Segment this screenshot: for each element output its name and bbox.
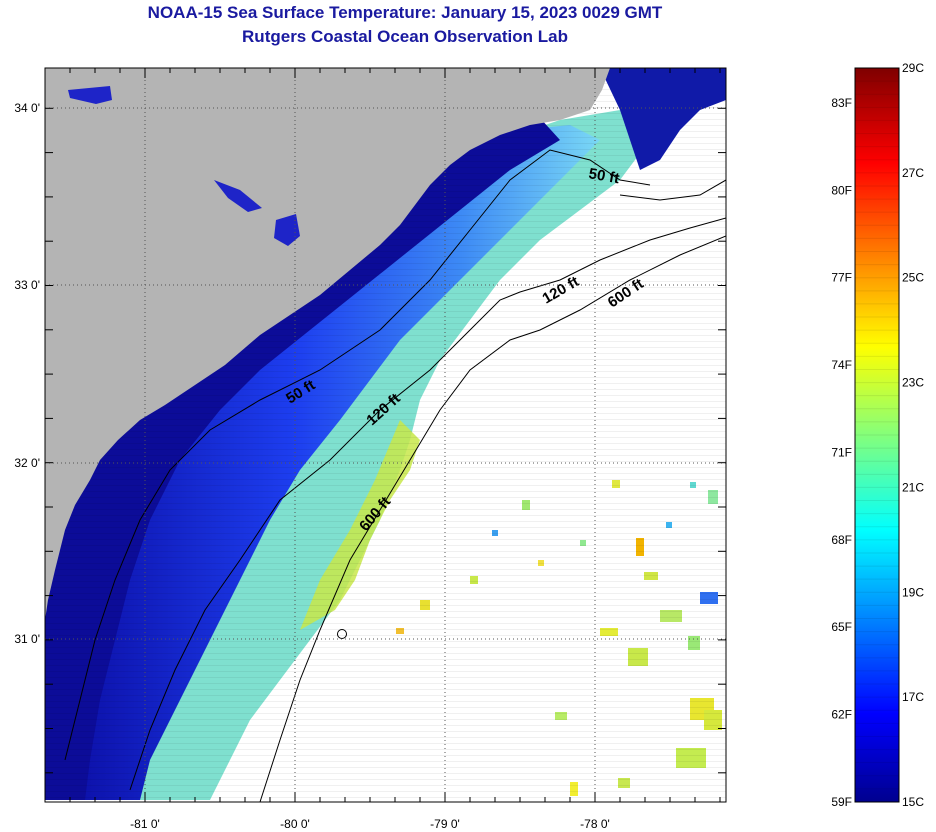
lat-label-31: 31 0' [14, 632, 40, 646]
colorbar-label-c: 15C [902, 795, 924, 809]
colorbar-label-f: 74F [831, 358, 852, 372]
isobath-contours [64, 149, 726, 802]
colorbar-label-f: 68F [831, 533, 852, 547]
axis-ticks [45, 68, 726, 802]
map-frame [44, 67, 727, 803]
lon-label-81: -81 0' [130, 817, 160, 831]
colorbar-label-c: 27C [902, 166, 924, 180]
lon-label-80: -80 0' [280, 817, 310, 831]
lon-label-79: -79 0' [430, 817, 460, 831]
colorbar-label-f: 65F [831, 620, 852, 634]
colorbar-label-f: 77F [831, 271, 852, 285]
colorbar-label-f: 71F [831, 445, 852, 459]
colorbar-label-c: 17C [902, 690, 924, 704]
map-plot-area: 50 ft 120 ft 600 ft 50 ft 120 ft 600 ft [45, 68, 726, 802]
lat-label-34: 34 0' [14, 101, 40, 115]
isobath-label-50ft-north: 50 ft [587, 165, 620, 187]
lat-label-33: 33 0' [14, 278, 40, 292]
colorbar-label-c: 21C [902, 480, 924, 494]
land-mass [45, 68, 610, 620]
colorbar-label-f: 83F [831, 96, 852, 110]
graticule [45, 68, 726, 802]
map-title: NOAA-15 Sea Surface Temperature: January… [147, 3, 663, 22]
colorbar-label-f: 62F [831, 708, 852, 722]
colorbar-label-f: 80F [831, 183, 852, 197]
colorbar-label-f: 59F [831, 795, 852, 809]
colorbar-label-c: 19C [902, 585, 924, 599]
colorbar-label-c: 25C [902, 271, 924, 285]
colorbar-gradient [855, 68, 899, 802]
map-subtitle: Rutgers Coastal Ocean Observation Lab [242, 27, 568, 46]
colorbar: 29C 27C 25C 23C 21C 19C 17C 15C 83F 80F 77F 74F 71F 6… [831, 61, 924, 809]
lon-label-78: -78 0' [580, 817, 610, 831]
inland-lake-north [68, 86, 112, 104]
colorbar-label-c: 23C [902, 376, 924, 390]
cape-fear-water [600, 68, 726, 170]
lat-label-32: 32 0' [14, 456, 40, 470]
colorbar-label-c: 29C [902, 61, 924, 75]
inland-river [214, 180, 262, 212]
inland-lake-marion [274, 214, 300, 246]
